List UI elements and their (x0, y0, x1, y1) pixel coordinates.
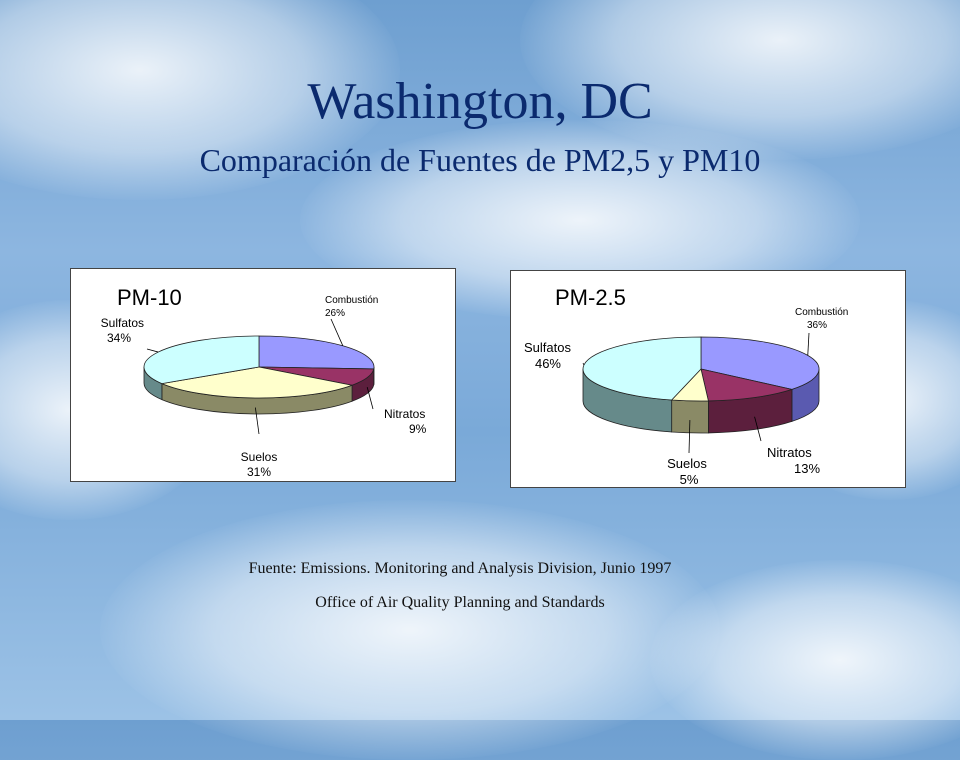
pm10-percent-nitratos: 9% (409, 422, 427, 436)
pm25-percent-nitratos: 13% (794, 461, 820, 476)
pm25-label-sulfatos: Sulfatos (524, 340, 571, 355)
pm10-label-nitratos: Nitratos (384, 407, 425, 421)
pm25-percent-combustion: 36% (807, 320, 827, 331)
pm25-percent-suelos: 5% (680, 472, 699, 487)
pm25-chart-title: PM-2.5 (555, 285, 626, 310)
pm25-leader-combustion (808, 333, 809, 355)
pm25-pie-top (583, 337, 819, 401)
source-line-1: Fuente: Emissions. Monitoring and Analys… (0, 560, 920, 578)
pm25-label-suelos: Suelos (667, 456, 707, 471)
pm10-leader-combustion (331, 319, 343, 346)
pm10-label-combustion: Combustión (325, 295, 378, 306)
pm25-label-combustion: Combustión (795, 307, 848, 318)
pm10-percent-suelos: 31% (247, 465, 271, 479)
pm10-percent-sulfatos: 34% (107, 331, 131, 345)
source-line-2: Office of Air Quality Planning and Stand… (0, 594, 920, 612)
pm10-pie-top (144, 336, 374, 398)
pm10-chart-title: PM-10 (117, 285, 182, 310)
pm25-label-nitratos: Nitratos (767, 445, 812, 460)
pm10-label-suelos: Suelos (241, 450, 278, 464)
pm10-leader-sulfatos (147, 349, 158, 352)
pm10-percent-combustion: 26% (325, 308, 345, 319)
pm10-label-sulfatos: Sulfatos (101, 316, 144, 330)
slide-title: Washington, DC (0, 72, 960, 132)
pm25-leader-sulfatos (583, 363, 584, 365)
pm25-percent-sulfatos: 46% (535, 356, 561, 371)
pm10-slice-combustion (259, 336, 374, 369)
slide-subtitle: Comparación de Fuentes de PM2,5 y PM10 (0, 140, 960, 180)
